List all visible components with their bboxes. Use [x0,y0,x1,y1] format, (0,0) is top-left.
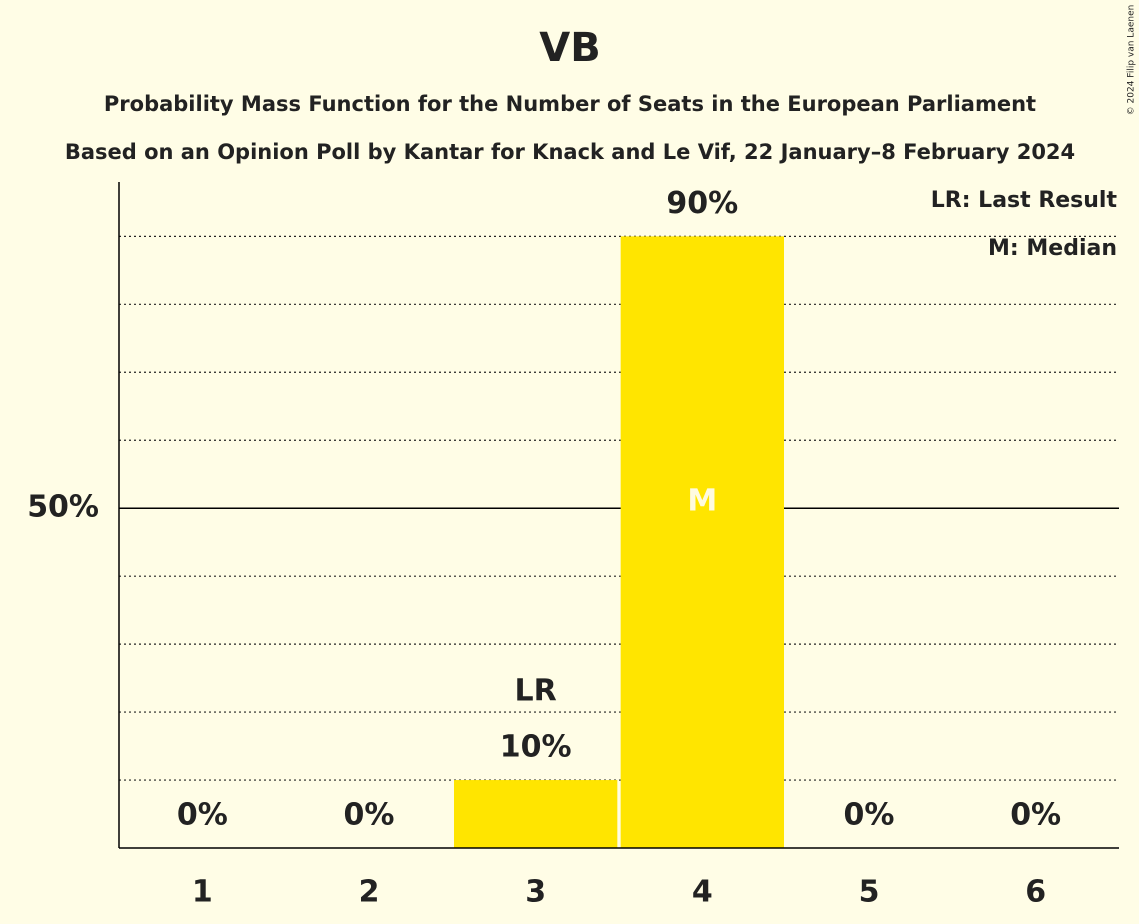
data-label: 0% [844,798,895,833]
legend-entry: M: Median [988,236,1117,261]
data-label: 0% [177,798,228,833]
bar-annotation: M [687,484,717,519]
bar [454,780,618,848]
data-label: 10% [500,730,572,765]
credit: © 2024 Filip van Laenen [1127,5,1137,116]
data-label: 0% [344,798,395,833]
chart-subtitle: Probability Mass Function for the Number… [104,92,1036,116]
chart-title: VB [539,25,600,71]
x-tick-label: 6 [1025,875,1046,910]
x-tick-label: 4 [692,875,713,910]
bar-annotation: LR [515,674,557,709]
data-label: 90% [666,186,738,221]
x-tick-label: 3 [525,875,546,910]
x-tick-label: 5 [859,875,880,910]
y-tick-label: 50% [27,490,99,525]
legend-entry: LR: Last Result [931,188,1118,213]
chart-subtitle: Based on an Opinion Poll by Kantar for K… [65,140,1075,164]
x-tick-label: 2 [359,875,380,910]
x-tick-label: 1 [192,875,213,910]
data-label: 0% [1010,798,1061,833]
bar [620,236,784,849]
